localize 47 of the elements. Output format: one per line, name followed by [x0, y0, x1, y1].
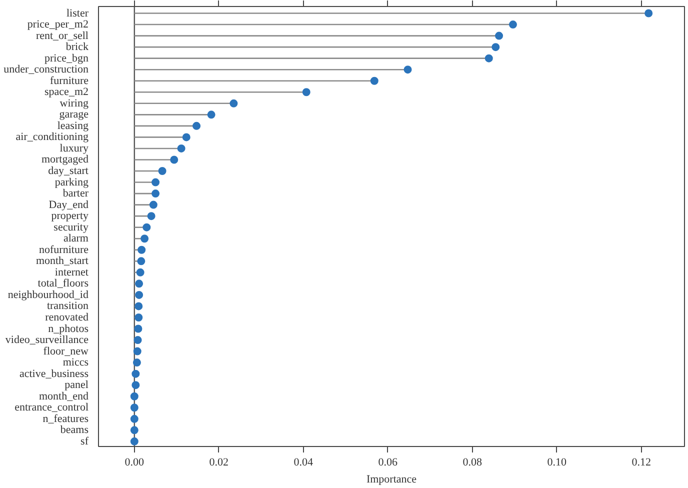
y-tick-label: entrance_control: [14, 402, 88, 414]
y-tick-label: video_surveillance: [5, 334, 89, 346]
y-tick-label: day_start: [48, 165, 89, 178]
y-tick-label: furniture: [50, 74, 89, 87]
y-tick-label: rent_or_sell: [36, 30, 89, 42]
x-tick-label: 0.06: [378, 456, 398, 468]
y-tick-label: space_m2: [44, 86, 88, 98]
y-tick-label: active_business: [19, 368, 89, 380]
y-tick-label: brick: [66, 41, 89, 54]
y-tick-label: parking: [54, 176, 89, 188]
y-tick-label: barter: [62, 188, 89, 200]
x-tick-label: 0.02: [209, 456, 229, 468]
y-tick-label: under_construction: [4, 64, 89, 76]
y-tick-label: renovated: [45, 311, 89, 324]
y-tick-label: neighbourhood_id: [8, 288, 89, 301]
y-tick-label: mortgaged: [41, 154, 89, 166]
y-tick-label: total_floors: [38, 278, 89, 290]
y-tick-label: alarm: [63, 232, 89, 245]
y-tick-label: Day_end: [48, 198, 89, 211]
y-tick-label: lister: [66, 7, 89, 20]
y-tick-label: internet: [54, 266, 89, 278]
y-tick-label: wiring: [60, 97, 89, 110]
y-tick-label: miccs: [62, 356, 89, 369]
y-tick-label: property: [51, 210, 89, 222]
y-tick-label: nofurniture: [39, 244, 89, 256]
y-tick-label: floor_new: [43, 345, 89, 358]
y-tick-label: month_end: [39, 390, 89, 402]
y-tick-label: panel: [64, 379, 89, 392]
x-axis-title: Importance: [366, 474, 417, 486]
y-tick-label: n_photos: [48, 322, 89, 335]
y-tick-label: price_bgn: [44, 52, 89, 64]
x-tick-label: 0.04: [294, 456, 314, 468]
x-tick-label: 0.00: [124, 456, 145, 468]
y-tick-label: beams: [60, 424, 89, 436]
y-tick-label: air_conditioning: [16, 131, 89, 144]
x-tick-label: 0.10: [547, 456, 568, 468]
y-tick-label: price_per_m2: [27, 18, 89, 31]
y-tick-label: n_features: [42, 412, 88, 425]
x-tick-label: 0.08: [462, 456, 483, 468]
y-tick-label: garage: [59, 108, 89, 121]
y-tick-label: month_start: [36, 255, 89, 268]
y-tick-label: transition: [46, 300, 89, 312]
y-tick-label: leasing: [57, 120, 89, 132]
x-tick-label: 0.12: [632, 456, 652, 468]
y-tick-label: security: [54, 221, 89, 234]
y-tick-label: sf: [80, 435, 89, 448]
y-tick-label: luxury: [60, 142, 89, 154]
